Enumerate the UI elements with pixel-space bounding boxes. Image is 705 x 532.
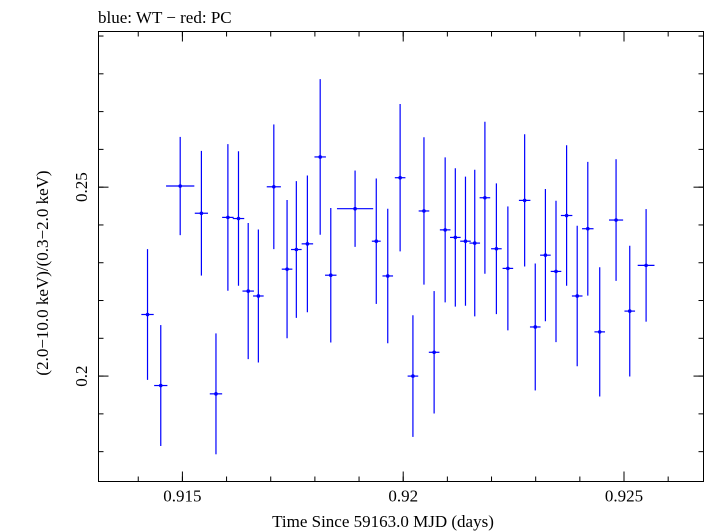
data-point (154, 325, 168, 446)
data-point (540, 189, 551, 322)
data-point (624, 245, 636, 377)
data-point (253, 229, 264, 363)
y-axis-label: (2.0−10.0 keV)/(0.3−2.0 keV) (33, 170, 52, 375)
data-point (450, 168, 461, 307)
data-point (222, 144, 234, 291)
data-point (571, 225, 583, 367)
point-marker (385, 274, 390, 278)
data-point (394, 104, 406, 252)
point-marker (522, 198, 527, 203)
data-point (266, 124, 281, 250)
data-point (469, 169, 481, 317)
data-point (428, 291, 440, 414)
data-point (502, 206, 514, 331)
x-tick-label: 0.925 (605, 487, 643, 506)
minor-ticks (98, 31, 704, 482)
data-point (608, 159, 624, 281)
data-point (637, 209, 655, 322)
point-marker (554, 269, 558, 274)
data-point (141, 249, 154, 380)
x-tick-label: 0.915 (163, 487, 201, 506)
point-marker (272, 184, 276, 189)
point-marker (443, 228, 447, 232)
data-point (460, 176, 471, 306)
point-marker (453, 235, 458, 240)
y-axis-ticks: 0.2 0.25 (72, 172, 704, 387)
data-point (325, 207, 337, 343)
data-point (336, 170, 374, 247)
point-marker (644, 263, 648, 268)
data-point (491, 183, 502, 315)
point-marker (494, 246, 499, 251)
data-point (479, 121, 491, 274)
point-marker (318, 155, 322, 159)
point-marker (246, 289, 251, 293)
point-marker (533, 325, 538, 329)
data-point (209, 333, 223, 455)
data-point (166, 136, 195, 236)
data-point (518, 134, 531, 267)
data-point (560, 145, 573, 286)
point-marker (585, 226, 590, 231)
point-marker (145, 312, 150, 317)
data-points (141, 79, 655, 455)
point-marker (353, 206, 357, 211)
point-marker (305, 242, 310, 246)
data-point (314, 79, 326, 235)
point-marker (158, 383, 163, 388)
point-marker (472, 241, 477, 245)
point-marker (506, 266, 510, 271)
data-point (371, 178, 381, 304)
data-point (382, 208, 394, 344)
point-marker (463, 239, 468, 243)
data-point (194, 150, 209, 276)
data-point (582, 161, 594, 296)
point-marker (236, 216, 241, 221)
point-marker (285, 267, 289, 271)
point-marker (564, 213, 569, 218)
y-tick-label: 0.2 (72, 365, 91, 386)
point-marker (483, 195, 487, 200)
y-tick-label: 0.25 (72, 172, 91, 202)
data-point (301, 175, 314, 313)
data-point (594, 267, 606, 397)
chart-title: blue: WT − red: PC (98, 8, 232, 27)
point-marker (411, 374, 415, 378)
point-marker (575, 294, 580, 298)
data-point (232, 151, 245, 286)
data-point (529, 263, 541, 391)
data-point (242, 223, 254, 360)
data-point (281, 200, 293, 339)
data-point (418, 137, 430, 285)
data-point (550, 200, 562, 343)
data-point (439, 157, 451, 303)
x-axis-label: Time Since 59163.0 MJD (days) (272, 512, 494, 531)
point-marker (256, 294, 261, 298)
point-marker (328, 273, 333, 278)
x-tick-label: 0.92 (388, 487, 418, 506)
data-point (407, 315, 419, 437)
point-marker (597, 330, 602, 334)
point-marker (226, 215, 230, 220)
point-marker (398, 175, 402, 180)
point-marker (199, 211, 204, 216)
point-marker (294, 247, 299, 252)
point-marker (627, 309, 632, 313)
point-marker (432, 350, 436, 355)
point-marker (614, 218, 618, 222)
point-marker (543, 253, 548, 257)
data-point (291, 181, 302, 318)
point-marker (374, 239, 379, 243)
plot-frame (98, 31, 704, 482)
point-marker (422, 209, 426, 213)
point-marker (214, 392, 218, 396)
point-marker (178, 184, 182, 188)
x-axis-ticks: 0.915 0.92 0.925 (163, 31, 643, 506)
